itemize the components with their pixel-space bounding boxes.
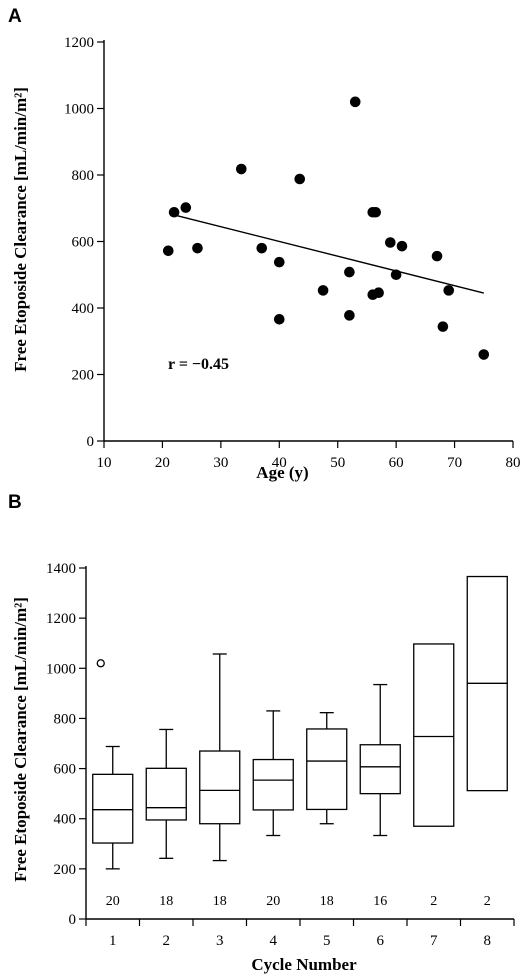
x-tick-label: 50 — [330, 455, 345, 471]
x-tick-label: 30 — [213, 455, 228, 471]
y-tick-label: 600 — [54, 762, 77, 778]
panel-b-label: B — [8, 492, 22, 513]
y-tick-label: 800 — [72, 168, 95, 184]
y-tick-label: 0 — [87, 434, 95, 450]
data-point — [192, 242, 203, 254]
x-tick-label: 4 — [270, 933, 278, 949]
y-tick-label: 200 — [54, 862, 77, 878]
y-tick-label: 1200 — [46, 611, 76, 627]
y-tick-label: 400 — [72, 301, 95, 317]
x-tick-label: 1 — [109, 933, 117, 949]
data-point — [431, 250, 443, 262]
sample-size-label: 20 — [266, 894, 280, 909]
data-point — [162, 245, 174, 257]
sample-size-label: 2 — [430, 894, 437, 909]
panel-b-x-axis-label: Cycle Number — [251, 955, 357, 974]
box — [145, 767, 187, 821]
sample-size-label: 18 — [320, 894, 334, 909]
data-point — [370, 206, 381, 218]
panel-a-label: A — [8, 6, 22, 27]
y-tick-label: 1200 — [64, 35, 94, 51]
sample-size-label: 20 — [106, 894, 120, 909]
data-point — [344, 310, 355, 321]
data-point — [373, 287, 384, 299]
sample-size-label: 18 — [213, 894, 227, 909]
x-tick-label: 7 — [430, 933, 438, 949]
panel-b-y-axis-label: Free Etoposide Clearance [mL/min/m²] — [11, 597, 30, 882]
data-point — [180, 202, 192, 213]
sample-size-label: 2 — [484, 894, 491, 909]
data-point — [478, 349, 490, 360]
box — [413, 643, 455, 827]
data-point — [385, 237, 396, 248]
x-tick-label: 40 — [272, 455, 287, 471]
data-point — [273, 256, 285, 268]
y-tick-label: 1000 — [46, 661, 76, 677]
y-tick-label: 600 — [72, 235, 95, 251]
data-point — [168, 206, 180, 218]
box — [306, 728, 348, 811]
data-point — [396, 240, 408, 252]
data-point — [349, 96, 361, 108]
sample-size-label: 16 — [373, 894, 387, 909]
y-tick-label: 200 — [72, 368, 95, 384]
x-tick-label: 2 — [163, 933, 171, 949]
data-point — [273, 314, 285, 325]
x-tick-label: 5 — [323, 933, 331, 949]
y-tick-label: 800 — [54, 711, 77, 727]
data-point — [256, 242, 268, 254]
box — [92, 773, 134, 844]
y-tick-label: 0 — [69, 912, 77, 928]
regression-line — [173, 214, 484, 294]
correlation-annotation: r = −0.45 — [168, 356, 229, 373]
data-point — [390, 269, 402, 281]
x-tick-label: 70 — [447, 455, 462, 471]
x-tick-label: 10 — [97, 455, 112, 471]
data-point — [437, 321, 449, 332]
y-tick-label: 400 — [54, 812, 77, 828]
y-tick-label: 1000 — [64, 102, 94, 118]
box — [252, 758, 294, 811]
x-tick-label: 8 — [484, 933, 492, 949]
sample-size-label: 18 — [159, 894, 173, 909]
x-tick-label: 3 — [216, 933, 224, 949]
data-point — [317, 285, 329, 296]
outlier-point — [96, 659, 105, 668]
data-point — [294, 173, 306, 185]
x-tick-label: 20 — [155, 455, 170, 471]
panel-a-x-axis-label: Age (y) — [256, 463, 308, 482]
x-tick-label: 80 — [506, 455, 520, 471]
box — [359, 744, 401, 795]
scatter-panel: 0 200 400 600 800 1000 1200 10 20 30 40 50 60 70 80 — [64, 35, 520, 471]
data-point — [344, 266, 355, 278]
x-tick-label: 60 — [389, 455, 404, 471]
box — [199, 750, 241, 825]
data-point — [236, 163, 247, 175]
boxplot-panel: 0 200 400 600 800 1000 1200 1400 1 2 3 4 5 6 7 8 20 18 18 2… — [46, 561, 515, 949]
panel-a-y-axis-label: Free Etoposide Clearance [mL/min/m²] — [11, 87, 30, 372]
data-point — [443, 285, 455, 296]
y-tick-label: 1400 — [46, 561, 76, 577]
x-tick-label: 6 — [377, 933, 385, 949]
